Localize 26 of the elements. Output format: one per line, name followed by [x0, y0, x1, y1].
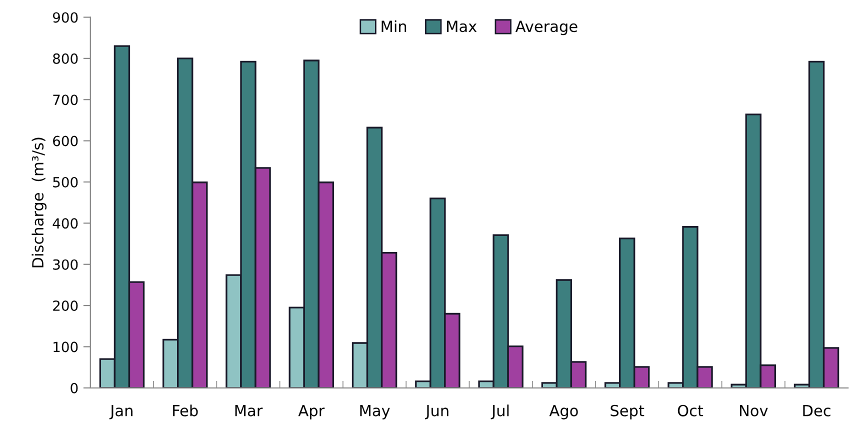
y-tick-label: 500	[53, 176, 78, 188]
x-tick-label: Feb	[173, 404, 198, 416]
x-tick-label: Jul	[490, 404, 509, 420]
x-tick-label: Mar	[235, 405, 263, 416]
x-tick-label: Jan	[109, 405, 132, 420]
y-tick-label: 400	[52, 218, 78, 229]
x-tick-label: Sept	[610, 404, 644, 420]
y-axis-title: Discharge (m³/s)	[32, 138, 47, 268]
legend-label: Max	[447, 20, 477, 32]
y-tick-label: 0	[70, 382, 78, 394]
x-tick-label: Nov	[740, 405, 768, 416]
legend-label: Min	[382, 20, 406, 32]
legend-label: Average	[515, 20, 578, 36]
x-tick-label: Dec	[803, 405, 830, 416]
y-tick-label: 700	[53, 94, 78, 106]
y-tick-label: 200	[53, 300, 78, 312]
x-tick-label: Apr	[298, 405, 325, 420]
y-tick-label: 100	[54, 342, 78, 352]
x-tick-label: Oct	[678, 404, 704, 416]
y-tick-label: 300	[53, 259, 78, 270]
y-tick-label: 600	[53, 136, 78, 146]
y-tick-label: 800	[53, 53, 78, 64]
y-tick-label: 900	[52, 12, 78, 23]
x-tick-label: Jun	[424, 405, 448, 420]
x-tick-label: Ago	[549, 405, 578, 420]
x-tick-label: May	[360, 405, 390, 420]
